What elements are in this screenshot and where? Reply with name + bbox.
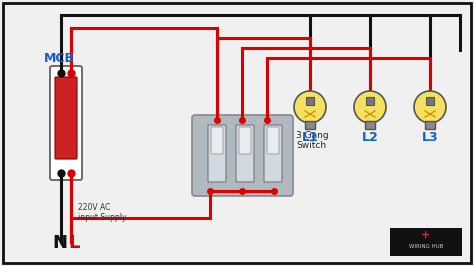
FancyBboxPatch shape bbox=[264, 125, 282, 182]
FancyBboxPatch shape bbox=[366, 97, 374, 105]
FancyBboxPatch shape bbox=[390, 228, 462, 256]
Text: L: L bbox=[68, 234, 79, 252]
FancyBboxPatch shape bbox=[365, 121, 375, 129]
Text: MCB: MCB bbox=[44, 52, 75, 65]
Text: L3: L3 bbox=[422, 131, 438, 144]
FancyBboxPatch shape bbox=[425, 121, 435, 129]
FancyBboxPatch shape bbox=[55, 77, 77, 159]
Circle shape bbox=[294, 91, 326, 123]
FancyBboxPatch shape bbox=[305, 121, 315, 129]
FancyBboxPatch shape bbox=[267, 127, 279, 154]
FancyBboxPatch shape bbox=[50, 66, 82, 180]
Text: 220V AC
input Supply: 220V AC input Supply bbox=[78, 203, 127, 222]
FancyBboxPatch shape bbox=[426, 97, 434, 105]
FancyBboxPatch shape bbox=[239, 127, 251, 154]
FancyBboxPatch shape bbox=[192, 115, 293, 196]
FancyBboxPatch shape bbox=[208, 125, 226, 182]
Text: WIRING HUB: WIRING HUB bbox=[409, 244, 443, 249]
FancyBboxPatch shape bbox=[211, 127, 223, 154]
Text: 3 Gang
Switch: 3 Gang Switch bbox=[296, 131, 328, 150]
Text: L1: L1 bbox=[301, 131, 319, 144]
Circle shape bbox=[354, 91, 386, 123]
FancyBboxPatch shape bbox=[236, 125, 254, 182]
Text: +: + bbox=[421, 230, 430, 240]
Text: N: N bbox=[52, 234, 67, 252]
Circle shape bbox=[414, 91, 446, 123]
Text: L2: L2 bbox=[362, 131, 378, 144]
FancyBboxPatch shape bbox=[306, 97, 314, 105]
